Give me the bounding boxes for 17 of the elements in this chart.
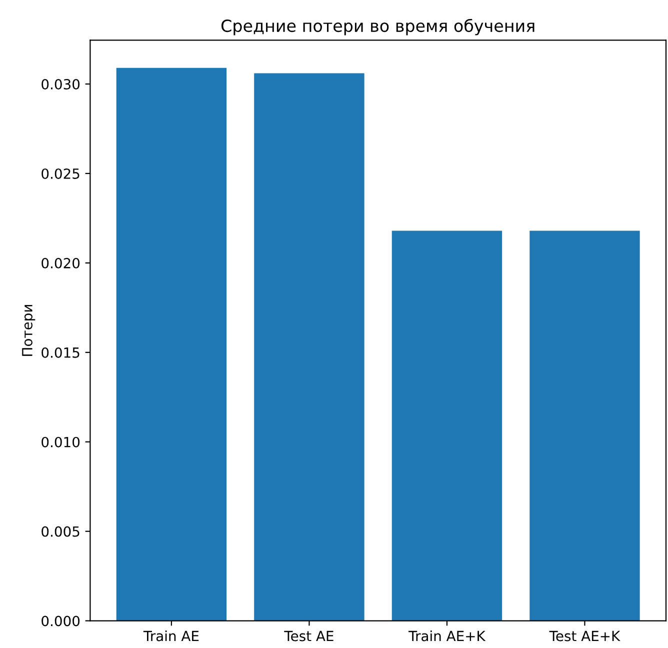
bar: [392, 230, 502, 621]
bar: [116, 68, 227, 621]
y-tick-label: 0.020: [42, 258, 80, 268]
x-tick-label: Test AE+K: [549, 630, 620, 642]
y-tick-label: 0.010: [42, 436, 80, 448]
chart-title: Средние потери во время обучения: [221, 18, 534, 36]
y-tick-label: 0.000: [42, 616, 80, 626]
x-tick-label: Train AE+K: [408, 630, 486, 642]
x-tick-label: Test AE: [284, 630, 334, 642]
y-tick-label: 0.015: [42, 347, 80, 358]
bar: [530, 230, 640, 621]
y-tick-label: 0.005: [42, 526, 80, 537]
y-axis-title: Потери: [22, 305, 36, 356]
y-tick-label: 0.030: [42, 78, 80, 90]
bar: [254, 73, 364, 621]
x-tick-label: Train AE: [143, 630, 199, 642]
y-tick-label: 0.025: [42, 168, 80, 179]
